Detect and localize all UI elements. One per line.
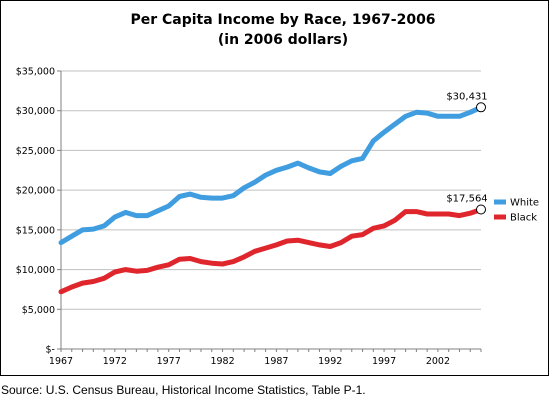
y-tick-label: $15,000 [16, 225, 55, 236]
x-tick-label: 1967 [49, 356, 73, 367]
end-marker-white [476, 102, 486, 113]
source-note: Source: U.S. Census Bureau, Historical I… [1, 383, 366, 397]
legend-label-white: White [510, 198, 539, 209]
legend-swatch-white [494, 199, 506, 205]
axes [57, 70, 482, 352]
x-tick-label: 1972 [103, 356, 127, 367]
series-lines [58, 104, 484, 295]
x-tick-label: 1987 [264, 356, 288, 367]
end-value-label-black: $17,564 [446, 193, 487, 204]
end-value-label-white: $30,431 [446, 91, 487, 102]
x-tick-label: 1997 [372, 356, 396, 367]
y-tick-label: $5,000 [22, 305, 55, 316]
legend-label-black: Black [510, 213, 537, 224]
legend: White Black [494, 198, 539, 224]
y-tick-label: $25,000 [16, 146, 55, 157]
y-tick-label: $20,000 [16, 186, 55, 197]
y-tick-label: $30,000 [16, 106, 55, 117]
y-tick-label: $10,000 [16, 265, 55, 276]
x-tick-label: 1992 [318, 356, 342, 367]
series-end-markers: $30,431 $17,564 [446, 91, 488, 215]
y-tick-label: $35,000 [16, 67, 55, 78]
x-tick-label: 2002 [426, 356, 450, 367]
x-tick-label: 1982 [210, 356, 234, 367]
y-tick-label: $- [46, 345, 55, 356]
series-line-black [58, 207, 484, 295]
series-line-white [58, 104, 484, 246]
y-axis-tick-labels: $- $5,000 $10,000 $15,000 $20,000 $25,000 $30,… [16, 67, 55, 356]
chart-title-line-1: Per Capita Income by Race, 1967-2006 [130, 12, 435, 28]
x-axis-tick-labels: 1967 1972 1977 1982 1987 1992 1997 2002 [49, 356, 450, 367]
x-tick-label: 1977 [157, 356, 181, 367]
chart-frame [0, 0, 549, 376]
legend-swatch-black [494, 214, 506, 220]
gridlines [61, 70, 481, 310]
end-marker-black [476, 204, 486, 215]
chart-title-line-2: (in 2006 dollars) [218, 32, 348, 48]
